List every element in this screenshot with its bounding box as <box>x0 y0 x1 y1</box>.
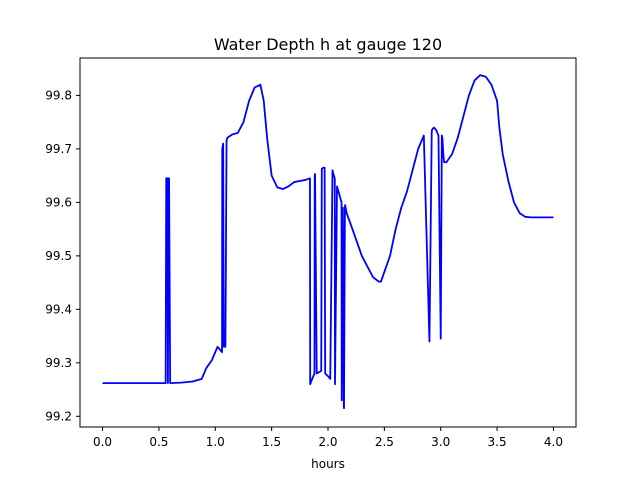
y-tick-label: 99.5 <box>45 249 72 263</box>
x-axis: 0.0 0.5 1.0 1.5 2.0 2.5 3.0 3.5 4.0 <box>93 427 563 449</box>
x-tick-label: 2.0 <box>318 435 337 449</box>
x-tick-label: 0.0 <box>93 435 112 449</box>
x-tick-label: 0.5 <box>149 435 168 449</box>
x-tick-label: 1.5 <box>262 435 281 449</box>
x-tick-label: 3.0 <box>431 435 450 449</box>
chart-title: Water Depth h at gauge 120 <box>214 35 442 54</box>
x-tick-label: 4.0 <box>544 435 563 449</box>
y-tick-label: 99.8 <box>45 88 72 102</box>
plot-frame <box>79 57 577 428</box>
y-tick-label: 99.6 <box>45 195 72 209</box>
plot-area <box>79 57 577 428</box>
x-axis-label: hours <box>311 457 345 471</box>
x-tick-label: 3.5 <box>488 435 507 449</box>
y-tick-label: 99.3 <box>45 356 72 370</box>
y-tick-label: 99.7 <box>45 142 72 156</box>
series-line-0 <box>102 74 554 410</box>
y-tick-label: 99.4 <box>45 302 72 316</box>
y-tick-label: 99.2 <box>45 409 72 423</box>
x-tick-label: 2.5 <box>375 435 394 449</box>
y-axis: 99.2 99.3 99.4 99.5 99.6 99.7 99.8 <box>45 88 80 423</box>
x-tick-label: 1.0 <box>206 435 225 449</box>
